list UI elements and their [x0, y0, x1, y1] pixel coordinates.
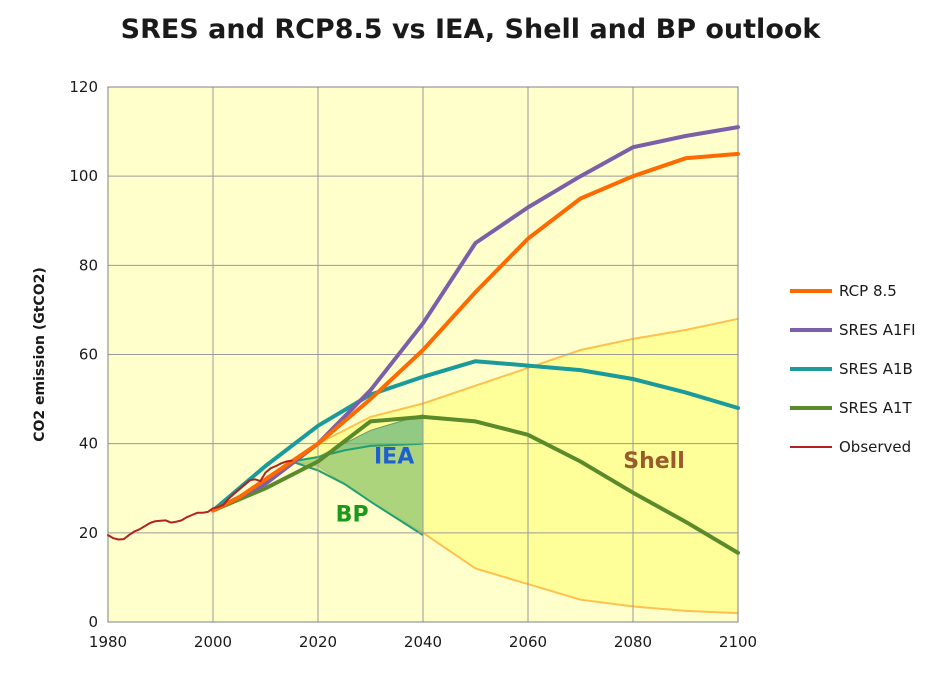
plot-border — [107, 86, 739, 623]
y-tick-label: 120 — [69, 78, 98, 96]
y-tick-label: 40 — [79, 435, 98, 453]
x-tick-label: 2040 — [404, 633, 442, 651]
legend-label: RCP 8.5 — [839, 282, 897, 300]
y-tick-label: 20 — [79, 524, 98, 542]
legend-label: SRES A1T — [839, 399, 913, 417]
x-tick-label: 1980 — [89, 633, 127, 651]
annotation-bp: BP — [336, 503, 369, 528]
y-tick-label: 60 — [79, 346, 98, 364]
x-tick-label: 2100 — [719, 633, 757, 651]
legend-label: SRES A1B — [839, 360, 913, 378]
series-line-sres-a1b — [211, 359, 740, 513]
legend-label: Observed — [839, 438, 911, 456]
x-tick-label: 2000 — [194, 633, 232, 651]
y-axis-label: CO2 emission (GtCO2) — [32, 267, 48, 442]
series-line-rcp-8-5 — [211, 151, 740, 513]
x-tick-label: 2060 — [509, 633, 547, 651]
series-line-sres-a1t — [211, 414, 740, 555]
series-line-observed — [107, 459, 293, 541]
annotation-shell: Shell — [623, 449, 685, 474]
x-tick-label: 2080 — [614, 633, 652, 651]
y-tick-label: 0 — [88, 613, 98, 631]
y-tick-label: 80 — [79, 256, 98, 274]
x-tick-label: 2020 — [299, 633, 337, 651]
bp-band — [291, 443, 423, 536]
shell-upper-edge — [291, 317, 739, 463]
shell-band — [291, 318, 738, 614]
bp-upper-edge — [291, 442, 424, 463]
legend-label: SRES A1FI — [839, 321, 916, 339]
y-tick-label: 100 — [69, 167, 98, 185]
annotation-iea: IEA — [374, 445, 414, 470]
chart-title: SRES and RCP8.5 vs IEA, Shell and BP out… — [120, 14, 821, 45]
